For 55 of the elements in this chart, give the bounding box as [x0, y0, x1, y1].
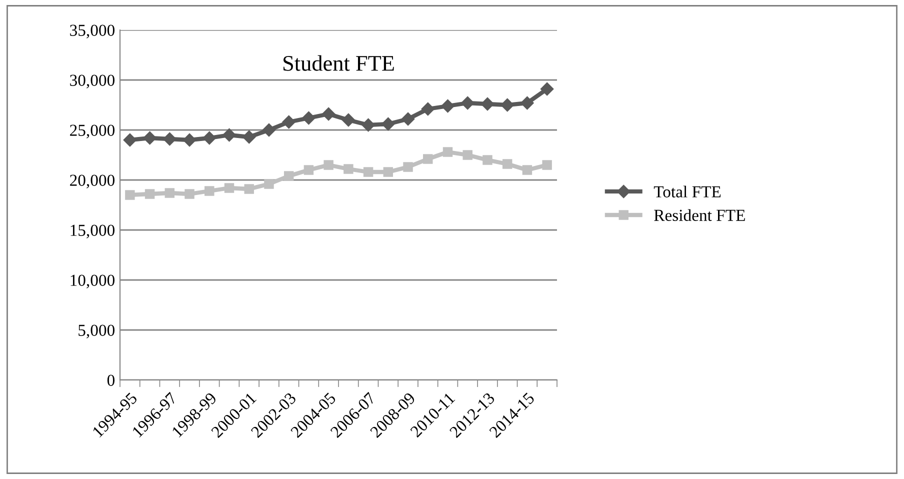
y-tick-label: 35,000	[70, 24, 115, 38]
point	[342, 113, 356, 127]
point	[302, 111, 316, 125]
point	[164, 188, 175, 198]
point	[382, 117, 395, 131]
point	[284, 171, 294, 181]
y-tick-label: 30,000	[70, 74, 115, 88]
point	[125, 190, 135, 200]
point	[363, 167, 374, 177]
y-tick-label: 15,000	[70, 224, 115, 238]
point	[423, 154, 433, 164]
point	[542, 160, 552, 170]
point	[500, 98, 514, 112]
point	[182, 133, 196, 147]
legend-label: Resident FTE	[654, 209, 745, 221]
point	[304, 165, 314, 175]
point	[224, 183, 234, 193]
point	[441, 99, 454, 113]
point	[362, 118, 375, 132]
y-tick-label: 5,000	[78, 324, 115, 338]
point	[244, 184, 254, 194]
point	[480, 97, 494, 111]
point	[403, 162, 413, 172]
point	[401, 112, 415, 126]
point	[123, 133, 137, 147]
point	[262, 123, 276, 137]
point	[442, 147, 453, 157]
point	[462, 150, 472, 160]
point	[144, 189, 155, 199]
point	[520, 96, 534, 110]
point	[461, 96, 474, 110]
point	[322, 107, 336, 121]
point	[540, 82, 554, 96]
point	[264, 179, 274, 189]
point	[202, 131, 216, 145]
y-tick-label: 25,000	[70, 124, 115, 138]
point	[344, 164, 354, 174]
point	[383, 167, 394, 177]
legend-label: Total FTE	[654, 186, 721, 198]
text: Student FTE	[284, 55, 394, 71]
point	[421, 102, 434, 116]
point	[204, 186, 214, 196]
point	[184, 189, 194, 199]
point	[502, 159, 512, 169]
point	[324, 160, 334, 170]
point	[222, 128, 236, 142]
point	[282, 115, 296, 129]
y-tick-label: 0	[107, 374, 115, 386]
point	[522, 165, 532, 175]
point	[143, 131, 156, 145]
point	[242, 130, 256, 144]
point	[163, 132, 176, 146]
point	[482, 155, 492, 165]
y-tick-label: 20,000	[70, 174, 115, 188]
y-tick-label: 10,000	[70, 274, 115, 288]
